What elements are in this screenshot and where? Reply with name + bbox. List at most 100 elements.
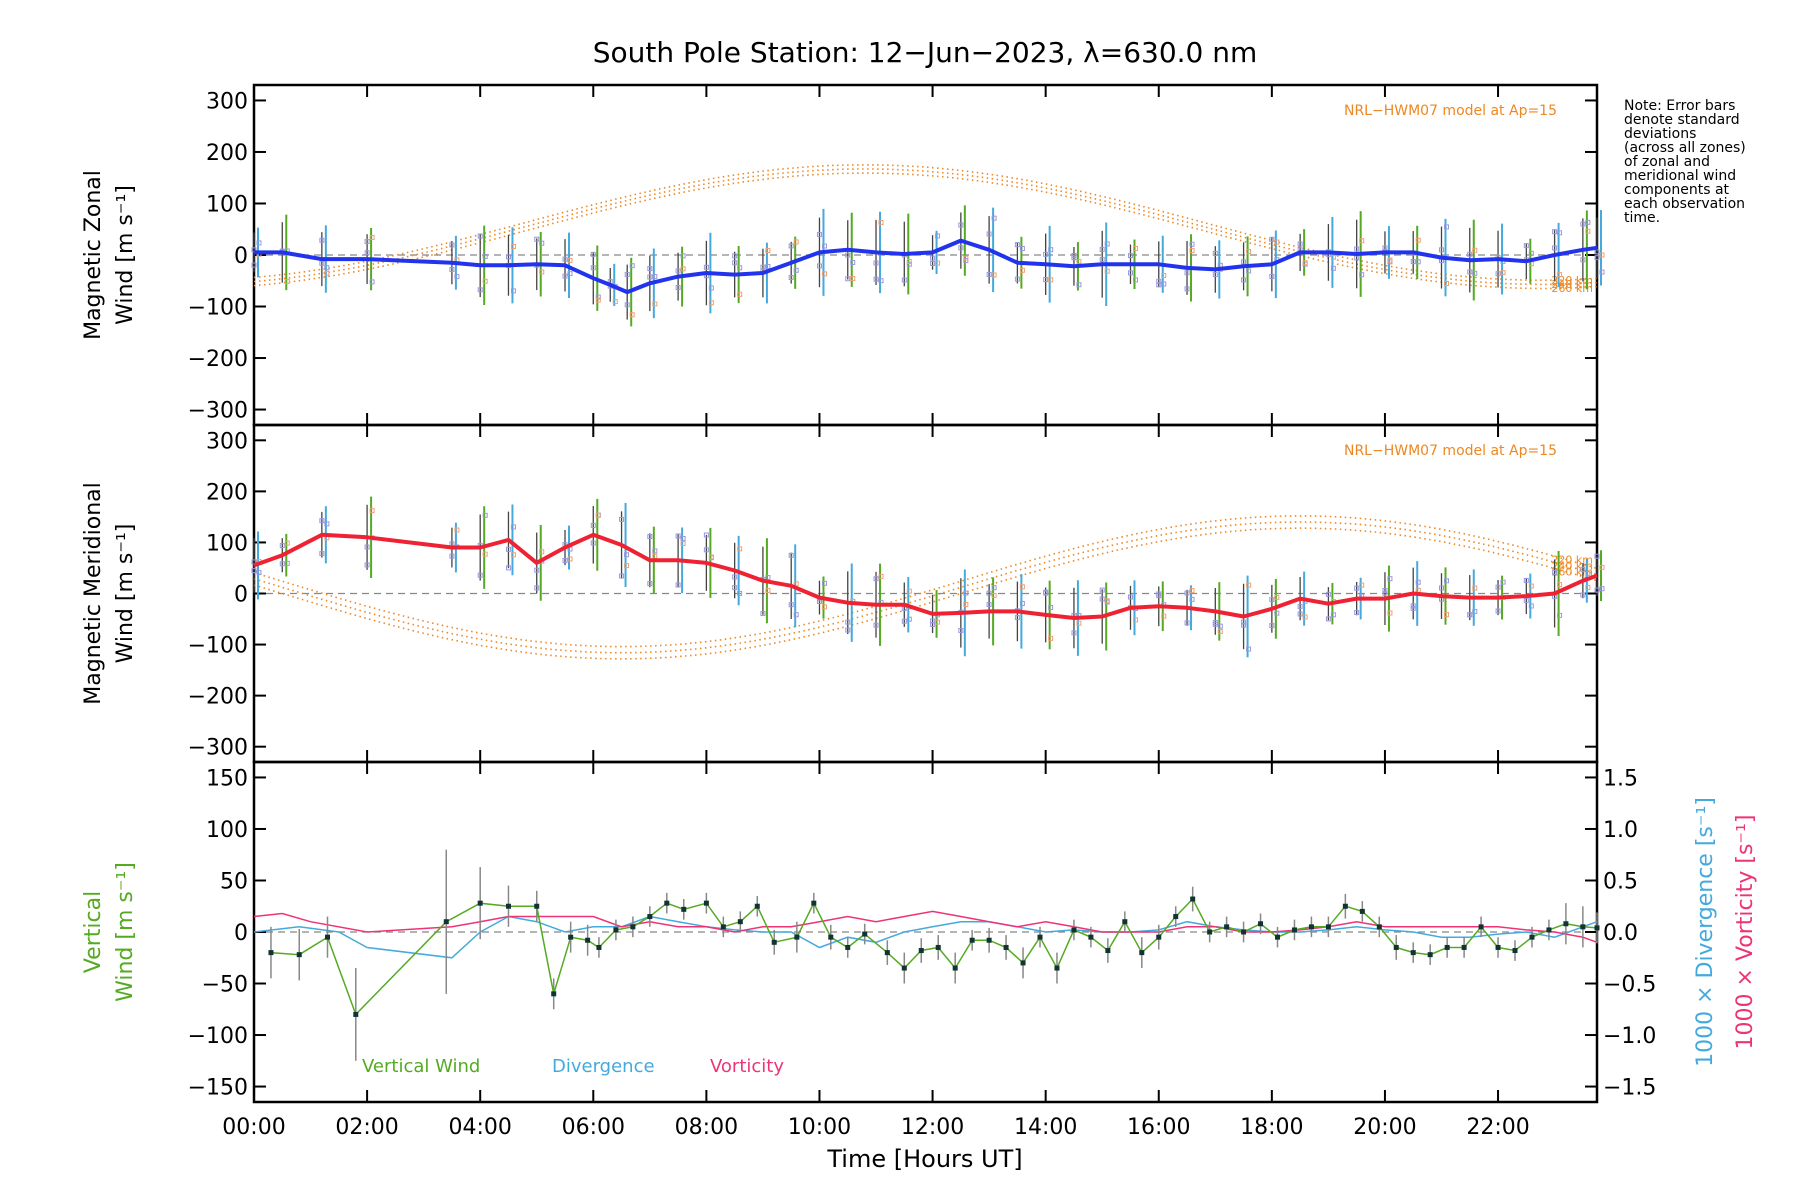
divergence-line <box>253 915 1598 959</box>
zonal-zone-sample <box>1467 269 1473 275</box>
meridional-zone-sample <box>878 573 884 579</box>
zonal-zone-sample <box>612 299 618 305</box>
meridional-zone-sample <box>1438 585 1444 591</box>
vertical-ytick-label: −150 <box>188 1076 248 1101</box>
vertical-ytick-label-right: −1.0 <box>1603 1024 1656 1049</box>
meridional-zone-sample <box>251 568 257 574</box>
meridional-zone-sample <box>324 521 330 527</box>
vertical-ylabel-line2: Wind [m s⁻¹] <box>113 862 138 1002</box>
zonal-zone-sample <box>963 255 969 261</box>
zonal-model-alt-label: 260 km <box>1551 282 1593 295</box>
zonal-zone-sample <box>567 271 573 277</box>
vertical-ytick-label: 150 <box>206 766 248 791</box>
zonal-zone-sample <box>1043 277 1049 283</box>
meridional-zone-sample <box>1302 614 1308 620</box>
zonal-ytick-label: −100 <box>188 296 248 321</box>
zonal-zone-sample <box>324 270 330 276</box>
note-line: components at <box>1624 182 1730 198</box>
zonal-zone-sample <box>675 285 681 291</box>
zonal-zone-sample <box>595 294 601 300</box>
zonal-zone-sample <box>477 233 483 239</box>
meridional-zone-sample <box>680 536 686 542</box>
zonal-zone-sample <box>647 274 653 280</box>
vertical-wind-point <box>1342 903 1348 909</box>
meridional-zone-sample <box>1594 553 1600 559</box>
zonal-zone-sample <box>1127 270 1133 276</box>
zonal-zone-sample <box>765 264 771 270</box>
zonal-zone-sample <box>845 252 851 258</box>
meridional-zone-sample <box>1382 590 1388 596</box>
meridional-zone-sample <box>1580 592 1586 598</box>
zonal-zone-sample <box>562 273 568 279</box>
zonal-zone-sample <box>1246 248 1252 254</box>
meridional-ylabel-line2: Wind [m s⁻¹] <box>113 524 138 664</box>
zonal-zone-sample <box>986 271 992 277</box>
meridional-zone-sample <box>539 549 545 555</box>
xtick-label: 22:00 <box>1466 1115 1529 1140</box>
vertical-wind-point <box>1594 925 1600 931</box>
meridional-zone-sample <box>647 534 653 540</box>
zonal-zone-sample <box>1043 251 1049 257</box>
zonal-zone-sample <box>1104 241 1110 247</box>
vertical-wind-point <box>1410 950 1416 956</box>
x-axis-label: Time [Hours UT] <box>826 1145 1022 1173</box>
meridional-zone-sample <box>619 516 625 522</box>
vertical-wind-point <box>771 939 777 945</box>
meridional-zone-sample <box>1443 612 1449 618</box>
meridional-zone-sample <box>737 590 743 596</box>
vertical-wind-point <box>1427 952 1433 958</box>
zonal-zone-sample <box>1472 247 1478 253</box>
zonal-zone-sample <box>1246 268 1252 274</box>
legend-entry: Divergence <box>552 1056 655 1077</box>
meridional-model-curve <box>253 521 1598 654</box>
zonal-zone-sample <box>505 254 511 260</box>
meridional-zone-sample <box>873 622 879 628</box>
meridional-zone-sample <box>821 604 827 610</box>
note-line: (across all zones) <box>1624 140 1746 156</box>
zonal-model-label: NRL−HWM07 model at Ap=15 <box>1344 103 1557 119</box>
meridional-zone-sample <box>279 543 285 549</box>
zonal-zone-sample <box>629 312 635 318</box>
vertical-wind-point <box>1156 934 1162 940</box>
zonal-zone-sample <box>1189 241 1195 247</box>
meridional-zone-sample <box>1184 620 1190 626</box>
meridional-zone-sample <box>1410 605 1416 611</box>
zonal-zone-sample <box>906 261 912 267</box>
zonal-zone-sample <box>958 245 964 251</box>
zonal-zone-sample <box>765 248 771 254</box>
meridional-zone-sample <box>1594 587 1600 593</box>
meridional-zone-sample <box>1274 610 1280 616</box>
zonal-zone-sample <box>647 266 653 272</box>
zonal-zone-sample <box>737 265 743 271</box>
vertical-wind-point <box>1291 927 1297 933</box>
vertical-wind-point <box>647 914 653 920</box>
zonal-zone-sample <box>562 256 568 262</box>
zonal-zone-sample <box>510 244 516 250</box>
note-line: of zonal and <box>1624 154 1710 170</box>
zonal-ytick-label: −300 <box>188 399 248 424</box>
zonal-zone-sample <box>935 260 941 266</box>
vertical-wind-point <box>1207 929 1213 935</box>
zonal-zone-sample <box>449 266 455 272</box>
zonal-zone-sample <box>1410 259 1416 265</box>
zonal-ylabel-line2: Wind [m s⁻¹] <box>113 185 138 325</box>
vertical-wind-point <box>613 927 619 933</box>
zonal-zone-sample <box>624 302 630 308</box>
note-line: meridional wind <box>1624 168 1736 184</box>
vertical-wind-point <box>1478 924 1484 930</box>
meridional-zone-sample <box>1552 569 1558 575</box>
zonal-zone-sample <box>629 263 635 269</box>
zonal-zone-sample <box>1354 255 1360 261</box>
zonal-zone-sample <box>1580 257 1586 263</box>
meridional-zone-sample <box>1217 628 1223 634</box>
vertical-wind-point <box>353 1011 359 1017</box>
vertical-wind-point <box>1003 944 1009 950</box>
zonal-zone-sample <box>590 251 596 257</box>
vertical-wind-point <box>1139 950 1145 956</box>
meridional-zone-sample <box>991 592 997 598</box>
vertical-wind-point <box>1563 921 1569 927</box>
vertical-wind-point <box>737 919 743 925</box>
zonal-zone-sample <box>1415 259 1421 265</box>
zonal-zone-sample <box>1354 246 1360 252</box>
meridional-zone-sample <box>1246 582 1252 588</box>
